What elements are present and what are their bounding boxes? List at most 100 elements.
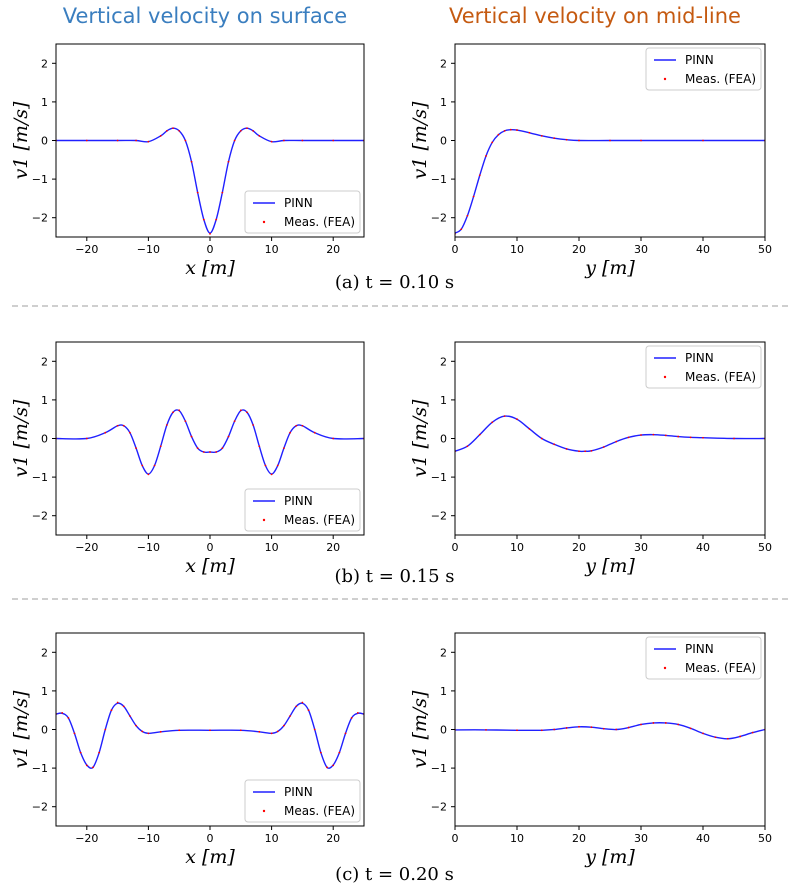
- x-tick-label: 10: [510, 541, 524, 554]
- fea-point: [116, 139, 119, 142]
- fea-point: [215, 218, 218, 221]
- x-tick-label: 40: [696, 541, 710, 554]
- y-tick-label: 2: [41, 355, 48, 368]
- fea-point: [664, 722, 667, 724]
- y-tick-label: 2: [440, 355, 447, 368]
- right-column-title: Vertical velocity on mid-line: [449, 4, 741, 28]
- y-tick-label: 0: [41, 135, 48, 148]
- fea-point: [129, 715, 131, 717]
- y-tick-label: 0: [440, 433, 447, 446]
- series-pinn-line: [455, 722, 765, 740]
- fea-point: [184, 420, 187, 423]
- y-tick-label: 0: [440, 135, 447, 148]
- fea-point: [178, 729, 181, 732]
- fea-point: [141, 730, 144, 733]
- fea-point: [252, 129, 255, 132]
- fea-point: [92, 766, 94, 769]
- x-tick-label: 20: [326, 832, 340, 845]
- fea-point: [609, 139, 611, 142]
- fea-point: [332, 139, 335, 142]
- fea-point: [98, 751, 101, 754]
- fea-point: [602, 727, 605, 730]
- plot-frame: [454, 43, 766, 238]
- y-tick-label: 2: [440, 646, 447, 659]
- x-tick-label: 10: [510, 243, 524, 256]
- x-tick-label: −20: [75, 243, 98, 256]
- fea-point: [702, 139, 704, 142]
- y-tick-label: −1: [431, 173, 447, 186]
- y-tick-label: −2: [431, 212, 447, 225]
- fea-point: [578, 450, 580, 453]
- caption-c: (c) t = 0.20 s: [335, 864, 454, 885]
- legend-box: [645, 636, 762, 680]
- fea-point: [135, 447, 137, 450]
- fea-point: [239, 409, 242, 412]
- x-axis-label: y [m]: [584, 555, 635, 577]
- fea-point: [332, 437, 335, 440]
- fea-point: [165, 424, 168, 426]
- x-axis-label: x [m]: [185, 257, 235, 279]
- x-tick-label: 20: [572, 541, 586, 554]
- fea-point: [246, 411, 248, 414]
- fea-point: [301, 139, 304, 142]
- x-tick-label: 0: [452, 243, 459, 256]
- fea-point: [233, 139, 236, 142]
- y-tick-label: −1: [32, 762, 48, 775]
- fea-point: [640, 434, 642, 436]
- fea-point: [714, 736, 717, 739]
- legend-box: [645, 345, 762, 389]
- fea-point: [485, 728, 487, 731]
- x-tick-label: 30: [634, 832, 648, 845]
- series-pinn-line: [455, 415, 765, 453]
- x-tick-label: 10: [510, 832, 524, 845]
- fea-point: [301, 424, 304, 427]
- fea-point: [209, 451, 211, 453]
- y-tick-label: 1: [440, 685, 447, 698]
- fea-point: [129, 431, 131, 434]
- series-pinn-line: [56, 702, 364, 769]
- fea-point: [528, 131, 531, 134]
- fea-point: [283, 447, 285, 450]
- fea-point: [221, 447, 224, 450]
- fea-point: [295, 705, 298, 708]
- plot-frame: [55, 341, 365, 536]
- x-tick-label: 40: [696, 832, 710, 845]
- fea-point: [307, 709, 310, 712]
- fea-point: [215, 451, 218, 453]
- x-tick-label: 20: [326, 541, 340, 554]
- legend-fea-label: Meas. (FEA): [284, 804, 355, 818]
- fea-point: [270, 732, 273, 735]
- fea-point: [565, 448, 568, 450]
- fea-point: [751, 731, 754, 734]
- y-axis-label: v1 [m/s]: [10, 101, 32, 179]
- y-tick-label: 0: [41, 724, 48, 737]
- fea-point: [239, 129, 242, 132]
- legend: PINN Meas. (FEA): [244, 779, 361, 823]
- fea-point: [270, 140, 273, 143]
- x-tick-label: 10: [265, 832, 279, 845]
- x-tick-label: 30: [634, 243, 648, 256]
- fea-point: [190, 435, 193, 438]
- fea-point: [553, 728, 556, 731]
- y-tick-label: 0: [41, 433, 48, 446]
- legend-fea-swatch: [262, 220, 266, 224]
- fea-point: [122, 705, 125, 708]
- fea-point: [79, 751, 82, 754]
- x-tick-label: −10: [137, 832, 160, 845]
- fea-point: [110, 709, 113, 712]
- legend-fea-swatch: [262, 809, 266, 813]
- y-axis-label: v1 [m/s]: [10, 399, 32, 477]
- x-tick-label: 20: [572, 243, 586, 256]
- fea-point: [122, 424, 125, 427]
- fea-point: [326, 766, 328, 769]
- x-tick-label: 10: [265, 541, 279, 554]
- x-tick-label: 0: [452, 832, 459, 845]
- y-tick-label: 1: [41, 685, 48, 698]
- series-pinn-line: [455, 128, 765, 234]
- fea-point: [640, 723, 642, 726]
- fea-point: [270, 473, 273, 476]
- legend-pinn-label: PINN: [685, 53, 714, 67]
- fea-point: [178, 129, 181, 132]
- fea-point: [276, 730, 279, 733]
- fea-point: [233, 420, 236, 423]
